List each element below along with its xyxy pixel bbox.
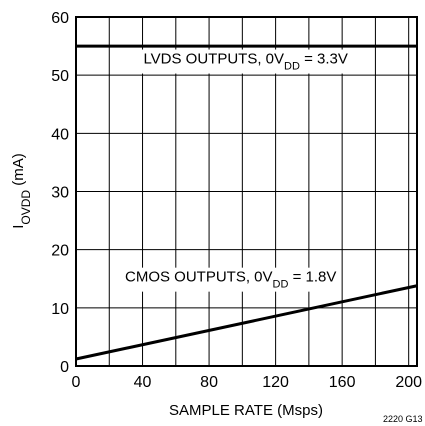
grid-lines — [76, 17, 417, 366]
figure-code: 2220 G13 — [383, 414, 423, 424]
y-tick-label-40: 40 — [51, 126, 69, 143]
x-tick-label-40: 40 — [134, 374, 152, 391]
annotation-lvds-text: LVDS OUTPUTS, 0VDD = 3.3V — [143, 51, 347, 73]
annotation-lvds-rest: = 3.3V — [300, 51, 348, 68]
y-tick-label-60: 60 — [51, 10, 69, 27]
x-tick-label-200: 200 — [395, 374, 422, 391]
x-tick-label-0: 0 — [72, 374, 81, 391]
x-axis-label: SAMPLE RATE (Msps) — [169, 402, 323, 419]
annotation-lvds: LVDS OUTPUTS, 0VDD = 3.3V — [139, 49, 352, 74]
tick-labels: 0 40 80 120 160 200 0 10 20 30 40 50 60 — [51, 10, 422, 391]
y-axis-label-unit: (mA) — [10, 153, 27, 190]
annotation-cmos-rest: = 1.8V — [288, 269, 336, 286]
y-axis-label-sub: OVDD — [19, 190, 33, 225]
y-tick-label-10: 10 — [51, 301, 69, 318]
annotation-cmos-background — [121, 267, 341, 292]
annotation-cmos: CMOS OUTPUTS, 0VDD = 1.8V — [121, 267, 341, 292]
annotation-cmos-main: CMOS OUTPUTS, 0V — [125, 269, 273, 286]
x-tick-label-120: 120 — [262, 374, 289, 391]
y-axis-label-main: I — [10, 225, 27, 229]
series-line-cmos — [75, 284, 418, 361]
y-tick-label-20: 20 — [51, 243, 69, 260]
annotation-lvds-background — [139, 49, 352, 74]
annotation-cmos-subscript: DD — [273, 279, 289, 291]
data-series — [75, 44, 418, 361]
y-tick-label-0: 0 — [60, 359, 69, 376]
x-tick-label-80: 80 — [200, 374, 218, 391]
y-tick-label-50: 50 — [51, 68, 69, 85]
y-tick-label-30: 30 — [51, 185, 69, 202]
y-axis-label: IOVDD (mA) — [10, 153, 33, 229]
annotation-lvds-main: LVDS OUTPUTS, 0V — [143, 51, 284, 68]
annotation-cmos-text: CMOS OUTPUTS, 0VDD = 1.8V — [125, 269, 336, 291]
x-tick-label-160: 160 — [329, 374, 356, 391]
plot-frame — [75, 16, 418, 367]
annotation-lvds-subscript: DD — [284, 61, 300, 73]
